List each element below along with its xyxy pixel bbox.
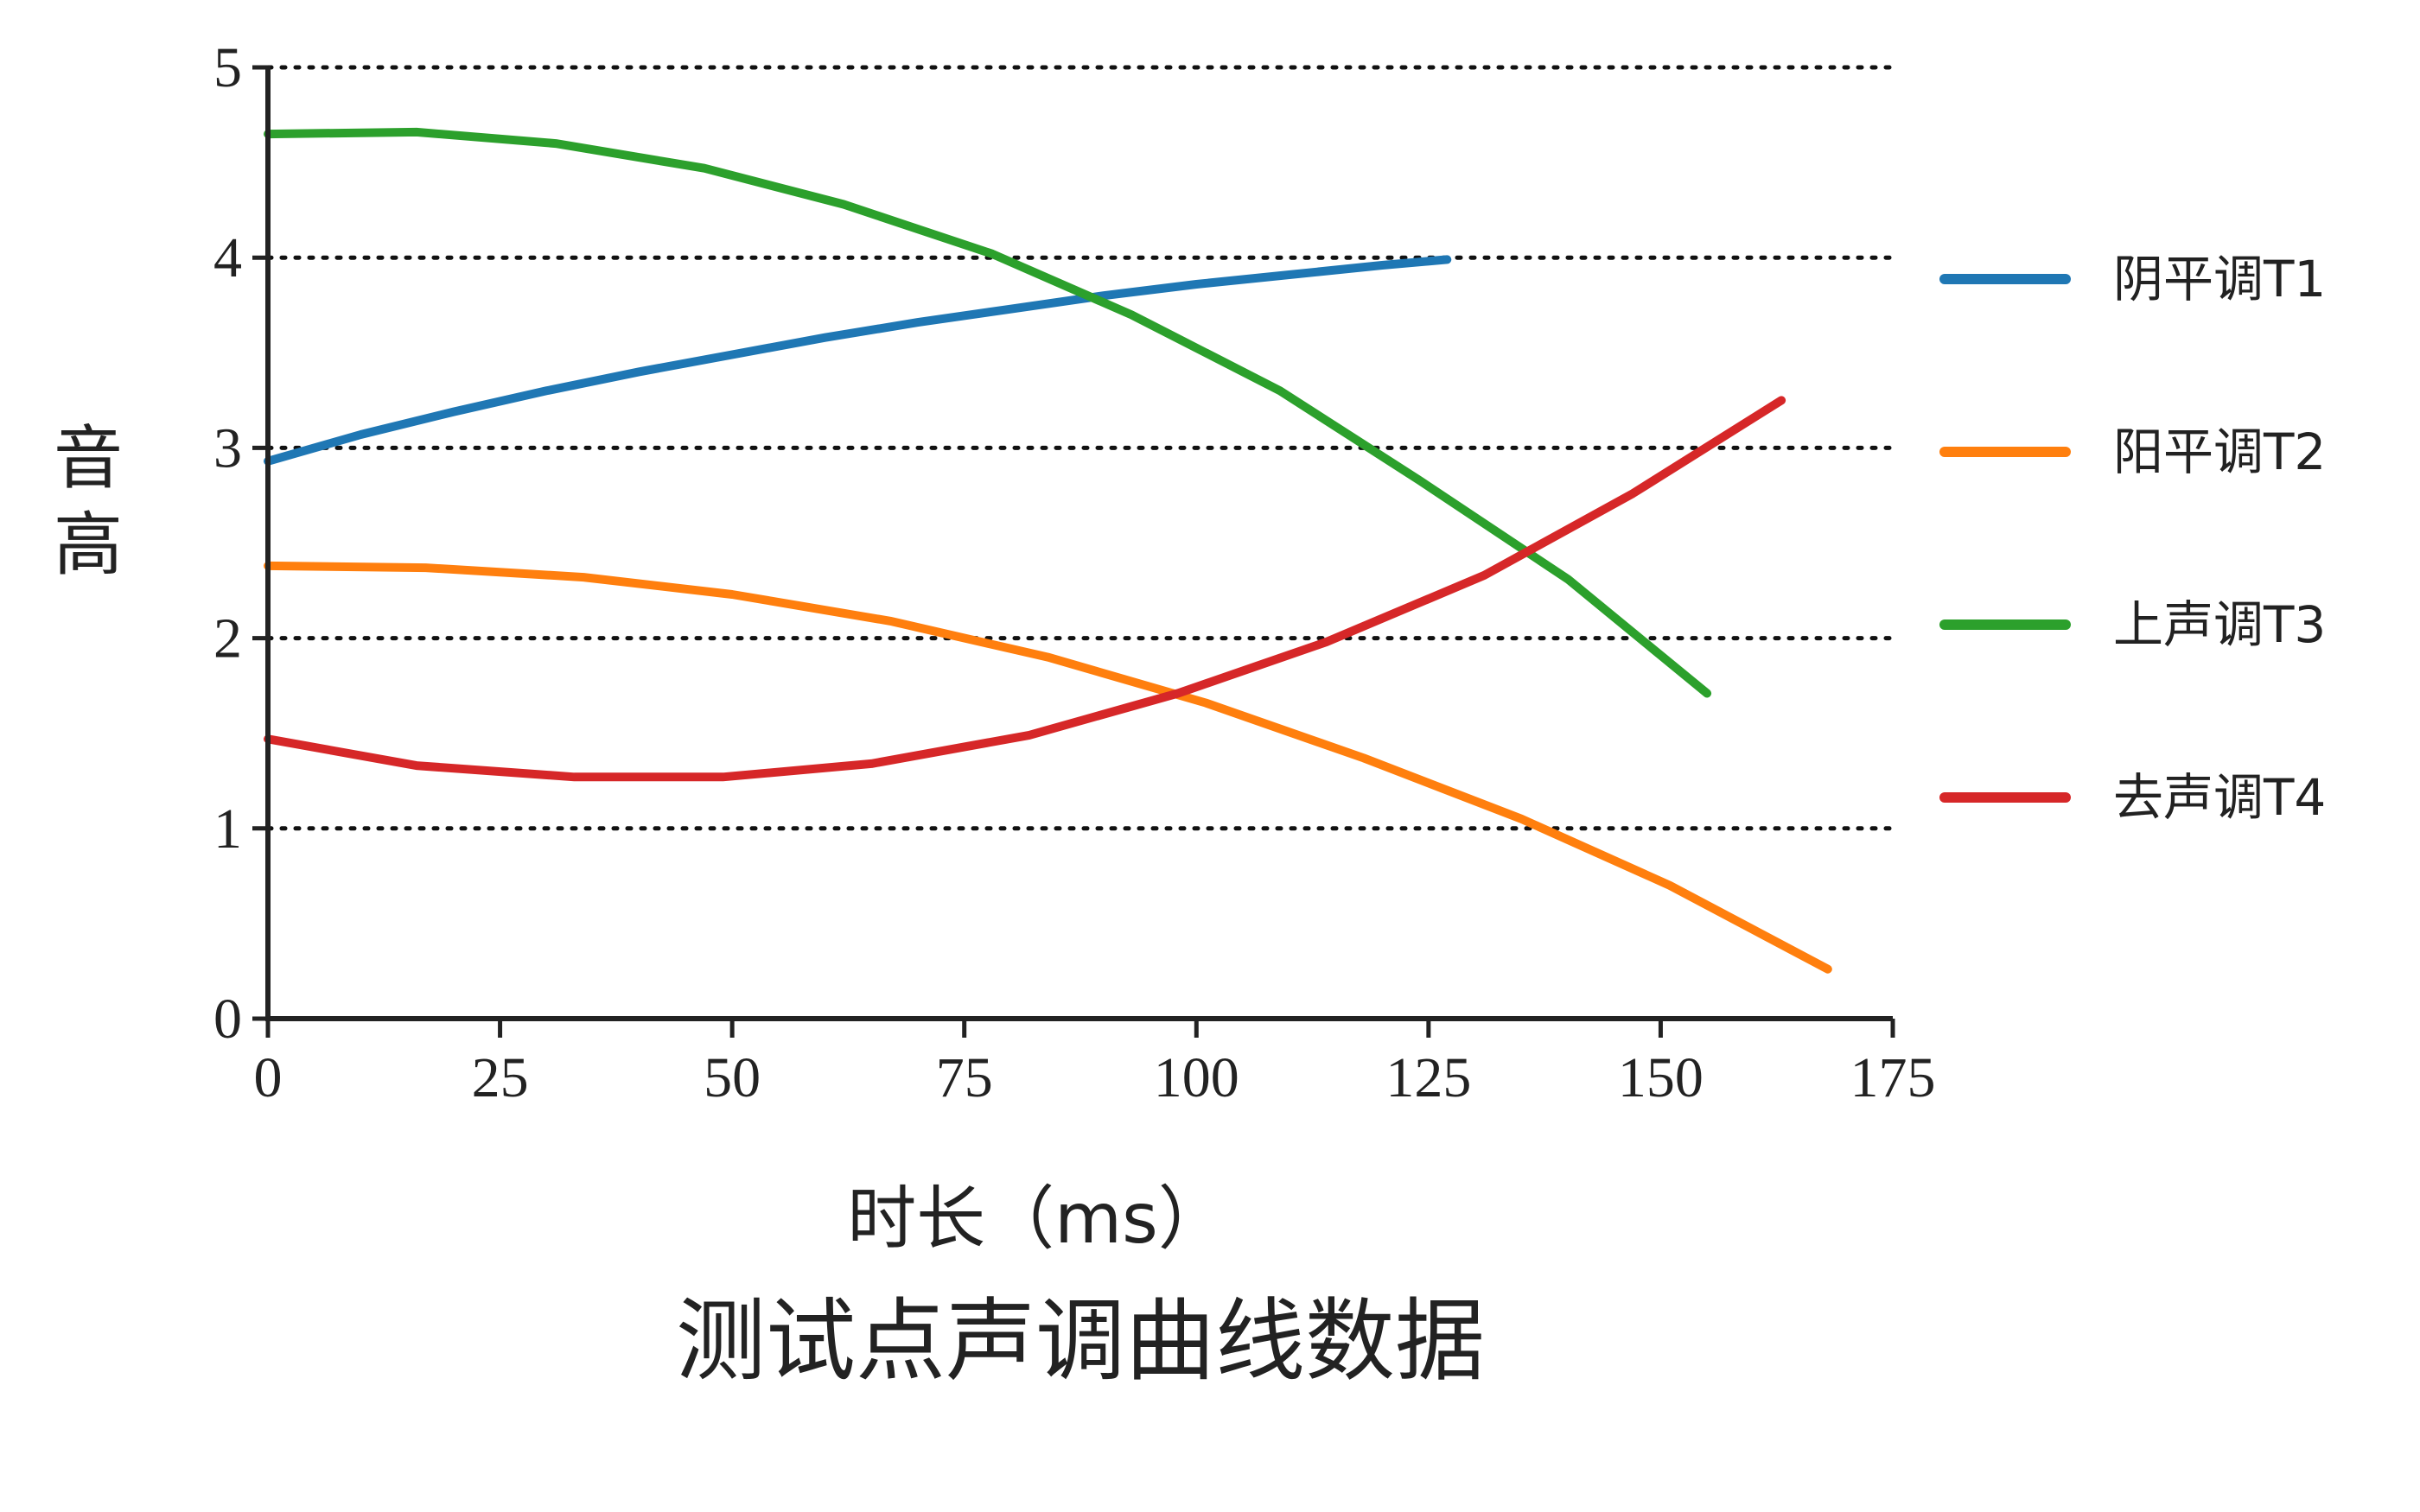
legend-label-4: 去声调T4	[2113, 768, 2326, 827]
y-tick-label: 0	[213, 988, 242, 1051]
y-tick-label: 5	[213, 36, 242, 99]
x-tick-label: 0	[254, 1046, 283, 1109]
y-tick-label: 4	[213, 226, 242, 289]
axes	[252, 65, 1895, 1038]
series-line-3	[264, 127, 1712, 698]
legend-label-2: 阳平调T2	[2113, 422, 2326, 481]
series-line-4	[264, 396, 1786, 782]
x-tick-label: 25	[472, 1046, 529, 1109]
legend-label-3: 上声调T3	[2113, 595, 2326, 654]
series-line-2	[264, 561, 1832, 974]
series-lines	[264, 127, 1832, 974]
y-tick-label: 3	[213, 416, 242, 480]
x-tick-label: 175	[1850, 1046, 1936, 1109]
x-tick-label: 50	[704, 1046, 761, 1109]
series-line-1	[264, 255, 1452, 466]
chart-title: 测试点声调曲线数据	[676, 1288, 1485, 1394]
x-tick-label: 100	[1154, 1046, 1239, 1109]
x-tick-label: 125	[1385, 1046, 1471, 1109]
x-axis-title: 时长（ms）	[847, 1178, 1227, 1259]
x-tick-label: 150	[1618, 1046, 1704, 1109]
legend: 阴平调T1 阳平调T2 上声调T3 去声调T4	[1939, 250, 2326, 827]
gridlines	[265, 65, 1895, 831]
x-tick-label: 75	[936, 1046, 993, 1109]
y-tick-label: 2	[213, 607, 242, 670]
y-axis-title: 音高	[54, 418, 123, 585]
y-tick-label: 1	[213, 797, 242, 861]
legend-label-1: 阴平调T1	[2113, 250, 2326, 308]
